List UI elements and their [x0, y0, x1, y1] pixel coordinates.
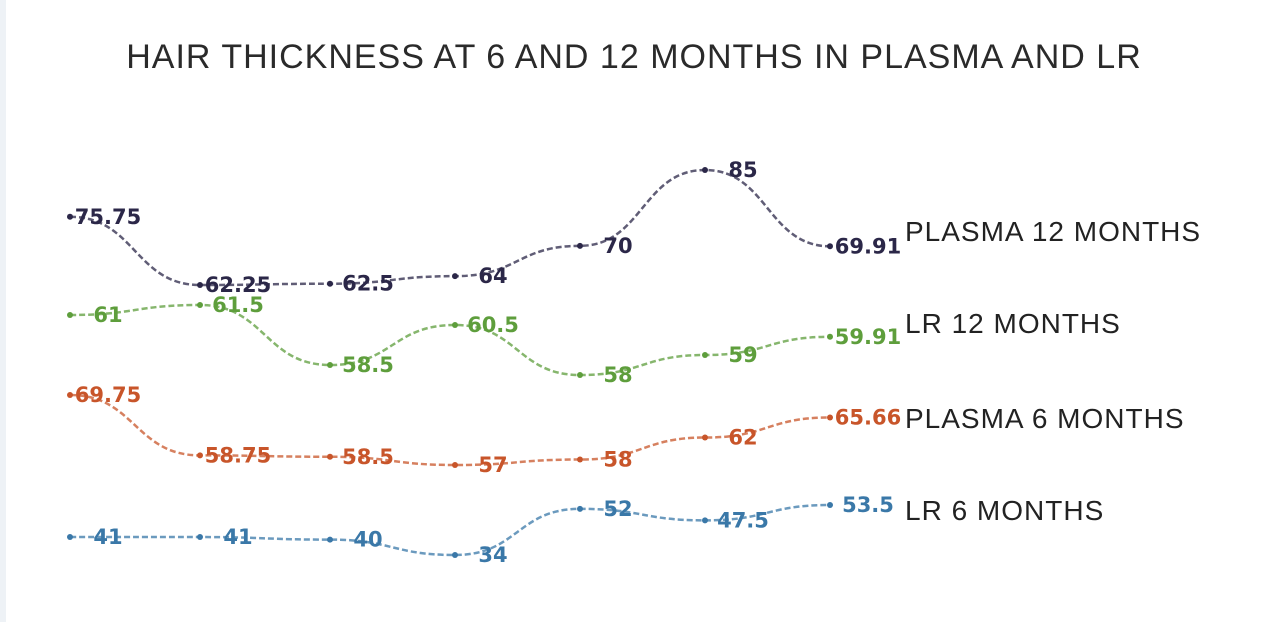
data-point	[827, 414, 833, 421]
data-label: 41	[223, 525, 252, 549]
data-point	[327, 362, 333, 368]
data-label: 40	[353, 528, 382, 552]
series-line-3	[70, 503, 831, 557]
data-label: 62.25	[205, 273, 271, 297]
data-point	[577, 242, 583, 249]
data-point	[452, 273, 458, 280]
data-point	[827, 333, 833, 340]
data-point	[197, 282, 203, 288]
data-label: 85	[728, 158, 757, 182]
data-label: 59	[728, 343, 757, 367]
data-point	[327, 453, 333, 460]
left-edge-strip	[0, 0, 6, 622]
data-point	[197, 452, 203, 459]
data-point	[197, 302, 203, 308]
data-point	[327, 280, 333, 287]
chart-title: HAIR THICKNESS AT 6 AND 12 MONTHS IN PLA…	[126, 38, 1142, 76]
data-label: 58	[603, 363, 632, 387]
data-point	[197, 534, 203, 541]
data-point	[827, 243, 833, 250]
data-label: 62.5	[342, 272, 394, 296]
data-point	[327, 536, 333, 543]
legend-entry: PLASMA 6 MONTHS	[905, 403, 1185, 434]
data-label: 59.91	[835, 325, 901, 349]
series-line-1	[69, 303, 831, 377]
data-label: 47.5	[717, 508, 769, 532]
data-point	[452, 552, 458, 558]
legend-entry: LR 6 MONTHS	[905, 495, 1104, 526]
data-label: 64	[478, 264, 507, 288]
data-point	[702, 517, 708, 524]
data-label: 58	[603, 448, 632, 472]
data-point	[452, 322, 458, 328]
data-label: 52	[603, 497, 632, 521]
series-line-2	[69, 393, 831, 467]
data-label: 58.5	[342, 353, 394, 377]
data-point	[702, 352, 708, 358]
data-label: 58.75	[205, 443, 271, 467]
data-label: 34	[478, 543, 507, 567]
data-point	[577, 505, 583, 512]
data-point	[577, 456, 583, 463]
data-label: 69.91	[835, 234, 901, 258]
data-label: 69.75	[75, 383, 141, 407]
data-point	[67, 534, 73, 541]
data-point	[67, 213, 73, 220]
series-line-0	[69, 168, 831, 287]
data-point	[67, 392, 73, 398]
data-point	[702, 434, 708, 441]
data-label: 62	[728, 426, 757, 450]
data-label: 57	[478, 453, 507, 477]
data-point	[452, 462, 458, 468]
data-label: 75.75	[75, 205, 141, 229]
data-point	[827, 502, 833, 508]
data-label: 58.5	[342, 445, 394, 469]
data-label: 70	[603, 234, 632, 258]
data-label: 53.5	[842, 493, 894, 517]
data-label: 41	[93, 525, 122, 549]
data-label: 65.66	[835, 405, 901, 429]
data-point	[67, 312, 73, 318]
legend-entry: PLASMA 12 MONTHS	[905, 216, 1201, 247]
data-label: 61	[93, 303, 122, 327]
data-label: 61.5	[212, 293, 264, 317]
legend-entry: LR 12 MONTHS	[905, 308, 1121, 339]
data-point	[577, 372, 583, 378]
data-label: 60.5	[467, 313, 519, 337]
data-point	[702, 167, 708, 173]
